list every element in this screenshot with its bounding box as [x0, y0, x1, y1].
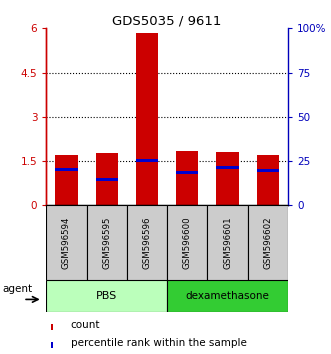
Text: count: count	[71, 320, 100, 330]
Text: GSM596595: GSM596595	[102, 216, 111, 269]
Bar	[208, 205, 248, 280]
Bar	[216, 152, 239, 205]
Text: agent: agent	[2, 284, 32, 293]
Bar	[55, 155, 77, 205]
Title: GDS5035 / 9611: GDS5035 / 9611	[113, 14, 222, 27]
Bar	[136, 159, 158, 162]
Text: GSM596600: GSM596600	[183, 216, 192, 269]
Bar	[46, 280, 167, 312]
Text: dexamethasone: dexamethasone	[186, 291, 269, 301]
Text: GSM596601: GSM596601	[223, 216, 232, 269]
Bar	[167, 280, 288, 312]
Bar	[167, 205, 208, 280]
Text: percentile rank within the sample: percentile rank within the sample	[71, 338, 246, 348]
Text: GSM596602: GSM596602	[263, 216, 272, 269]
Bar	[127, 205, 167, 280]
Bar	[87, 205, 127, 280]
Bar	[136, 33, 158, 205]
Bar	[248, 205, 288, 280]
Bar	[51, 324, 53, 330]
Text: PBS: PBS	[96, 291, 118, 301]
Text: GSM596596: GSM596596	[143, 216, 152, 269]
Bar	[216, 166, 239, 169]
Bar	[257, 155, 279, 205]
Bar	[51, 342, 53, 348]
Bar	[55, 168, 77, 171]
Bar	[96, 178, 118, 181]
Bar	[176, 151, 198, 205]
Bar	[176, 171, 198, 174]
Bar	[257, 169, 279, 172]
Bar	[96, 153, 118, 205]
Bar	[46, 205, 87, 280]
Text: GSM596594: GSM596594	[62, 216, 71, 269]
